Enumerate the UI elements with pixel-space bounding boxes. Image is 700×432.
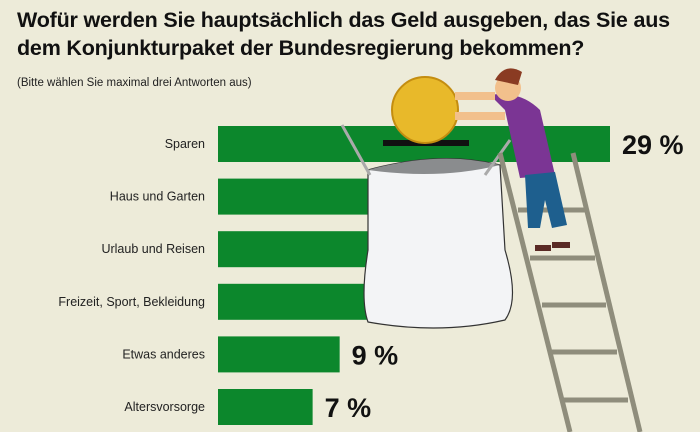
value-label: 9 % [352,340,399,370]
chart-subtitle: (Bitte wählen Sie maximal drei Antworten… [17,77,252,89]
bar-4 [218,283,367,320]
coin-icon [391,76,459,144]
category-label: Urlaub und Reisen [101,242,205,256]
value-label: 7 % [325,393,372,423]
bar-3 [218,231,381,268]
value-label: 29 % [622,130,684,160]
ladder-icon [497,152,643,432]
bar-2 [218,178,381,215]
person-icon [455,68,570,251]
bar-5 [218,336,340,373]
category-label: Freizeit, Sport, Bekleidung [58,295,205,309]
category-label: Altersvorsorge [124,400,205,414]
category-label: Sparen [165,137,205,151]
money-bag-icon [363,157,514,329]
bar-6 [218,389,313,425]
category-label: Haus und Garten [110,190,205,204]
illustration [340,68,643,432]
category-label: Etwas anderes [122,347,205,361]
chart-title: Wofür werden Sie hauptsächlich das Geld … [17,8,670,60]
